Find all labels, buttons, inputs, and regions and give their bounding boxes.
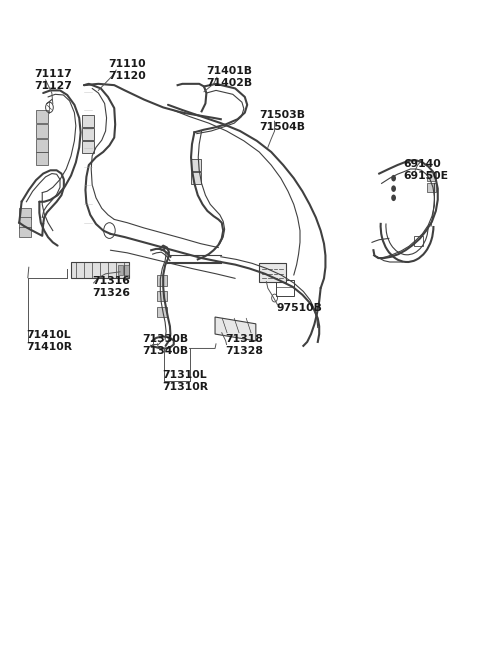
Bar [124,265,129,275]
Text: 71117
71127: 71117 71127 [35,69,72,91]
Circle shape [391,185,396,192]
Text: 71503B
71504B: 71503B 71504B [259,110,305,132]
Text: 71110
71120: 71110 71120 [108,59,146,81]
Bar [414,236,423,246]
Bar [157,291,167,301]
Circle shape [391,175,396,181]
Text: 71318
71328: 71318 71328 [226,333,264,356]
Bar [71,262,129,278]
Bar [19,217,31,228]
Bar [191,172,201,184]
Text: 71310L
71310R: 71310L 71310R [162,370,208,392]
FancyBboxPatch shape [82,115,94,127]
Bar [157,307,167,317]
Bar [259,263,286,282]
Text: 71330B
71340B: 71330B 71340B [142,333,188,356]
Text: 71410L
71410R: 71410L 71410R [26,329,72,352]
FancyBboxPatch shape [36,139,48,152]
FancyBboxPatch shape [36,124,48,138]
Bar [118,265,123,275]
Bar [157,275,167,286]
Text: 71401B
71402B: 71401B 71402B [206,66,252,88]
FancyBboxPatch shape [36,152,48,165]
FancyBboxPatch shape [82,141,94,153]
FancyBboxPatch shape [36,110,48,123]
Polygon shape [215,317,256,341]
Bar [191,159,201,171]
Bar [19,208,31,219]
Bar [276,280,294,296]
FancyBboxPatch shape [82,128,94,140]
Text: 97510B: 97510B [276,303,323,313]
Bar [19,227,31,237]
Circle shape [391,195,396,201]
Text: 71316
71326: 71316 71326 [92,276,130,298]
Text: 69140
69150E: 69140 69150E [403,159,448,181]
Bar [427,183,436,192]
Bar [427,172,436,181]
